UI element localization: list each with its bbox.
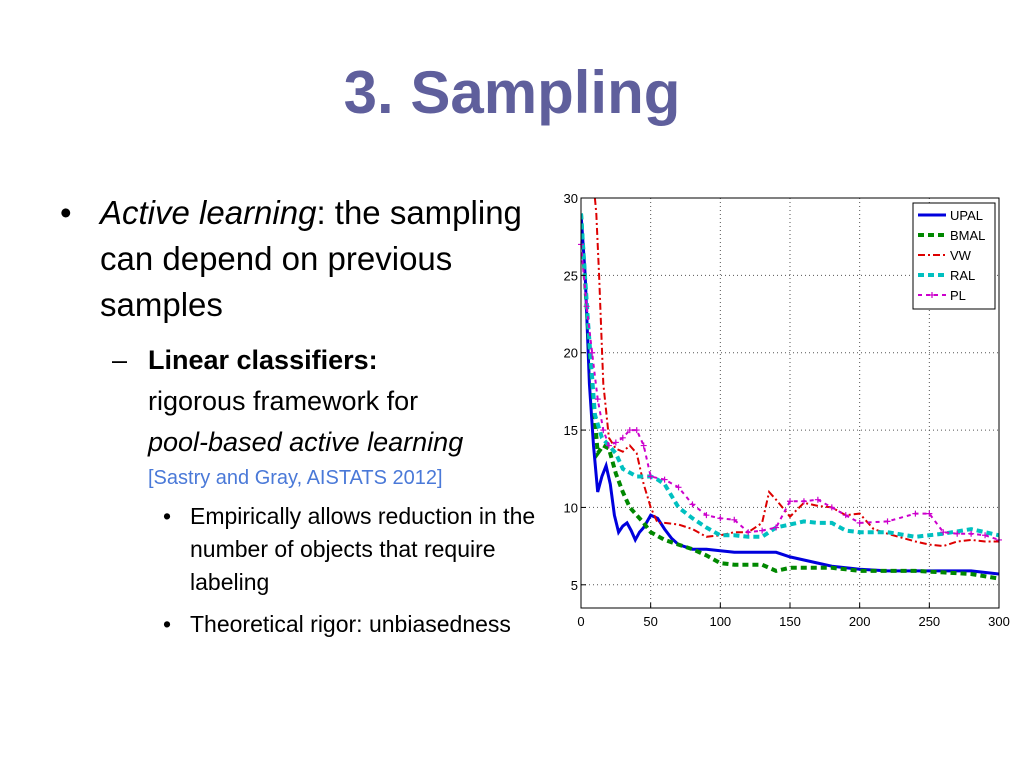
- legend-label: RAL: [950, 268, 975, 283]
- data-point-pl: [633, 427, 640, 434]
- data-point-pl: [828, 504, 835, 511]
- data-point-pl: [600, 427, 607, 434]
- data-point-pl: [954, 530, 961, 537]
- legend-marker: [929, 292, 935, 298]
- x-tick-label: 150: [779, 614, 801, 629]
- x-tick-label: 0: [577, 614, 584, 629]
- series-line-vw: [593, 198, 999, 548]
- data-point-pl: [759, 527, 766, 534]
- data-point-pl: [583, 303, 590, 310]
- data-point-pl: [814, 496, 821, 503]
- term-linear-classifiers: Linear classifiers:: [148, 345, 378, 375]
- legend-label: PL: [950, 288, 966, 303]
- data-point-pl: [589, 349, 596, 356]
- legend-label: VW: [950, 248, 972, 263]
- data-point-pl: [800, 498, 807, 505]
- term-pool-based: pool-based active learning: [148, 427, 464, 457]
- data-point-pl: [926, 510, 933, 517]
- x-tick-label: 100: [709, 614, 731, 629]
- series-line-ral: [581, 213, 999, 539]
- data-point-pl: [717, 515, 724, 522]
- data-point-pl: [745, 529, 752, 536]
- data-point-pl: [619, 434, 626, 441]
- data-point-pl: [940, 529, 947, 536]
- slide-title: 3. Sampling: [343, 59, 681, 126]
- bullet-rest: : the sampling can depend on previous sa…: [100, 194, 522, 323]
- legend-box: [912, 202, 996, 310]
- y-tick-label: 10: [564, 500, 578, 515]
- data-point-pl: [640, 442, 647, 449]
- data-point-pl: [612, 439, 619, 446]
- data-point-pl: [703, 512, 710, 519]
- y-tick-label: 20: [564, 346, 578, 361]
- x-tick-label: 250: [918, 614, 940, 629]
- y-tick-label: 5: [571, 578, 578, 593]
- dash-marker: –: [112, 345, 128, 375]
- data-point-pl: [647, 473, 654, 480]
- data-point-pl: [731, 516, 738, 523]
- bullet-marker: •: [163, 503, 172, 529]
- legend-label: BMAL: [950, 228, 985, 243]
- data-point-pl: [605, 442, 612, 449]
- bullet-marker: •: [60, 194, 72, 231]
- data-point-pl: [842, 512, 849, 519]
- legend-label: UPAL: [950, 208, 983, 223]
- data-point-pl: [884, 518, 891, 525]
- line-chart: 0 50 100 150 200 250 300 5 10 15 20 25 30 UPAL BMAL VW R…: [564, 191, 1010, 629]
- bullet-text: Linear classifiers: rigorous framework f…: [148, 340, 558, 493]
- bullet-text: Theoretical rigor: unbiasedness: [190, 611, 511, 637]
- data-point-pl: [689, 501, 696, 508]
- bullet-text: Empirically allows reduction in the numb…: [190, 503, 536, 595]
- series-line-bmal: [581, 213, 999, 581]
- y-tick-label: 15: [564, 423, 578, 438]
- data-point-pl: [787, 498, 793, 505]
- data-point-pl: [675, 484, 682, 491]
- data-point-pl: [982, 532, 989, 539]
- data-point-pl: [968, 530, 975, 537]
- series-line-pl: [581, 244, 999, 541]
- data-point-pl: [912, 510, 919, 517]
- bullet-line: rigorous framework for: [148, 386, 419, 416]
- x-tick-label: 300: [988, 614, 1010, 629]
- y-tick-label: 25: [564, 268, 578, 283]
- bullet-text: Active learning: the sampling can depend…: [100, 190, 550, 328]
- bullet-marker: •: [163, 611, 172, 637]
- data-point-pl: [773, 524, 780, 531]
- term-active-learning: Active learning: [100, 194, 317, 231]
- data-point-pl: [856, 519, 863, 526]
- x-tick-label: 50: [643, 614, 657, 629]
- citation-link[interactable]: [Sastry and Gray, AISTATS 2012]: [148, 467, 443, 489]
- x-tick-label: 200: [849, 614, 871, 629]
- data-point-pl: [626, 427, 633, 434]
- data-point-pl: [661, 476, 668, 483]
- y-tick-label: 30: [564, 191, 578, 206]
- data-point-pl: [594, 396, 601, 403]
